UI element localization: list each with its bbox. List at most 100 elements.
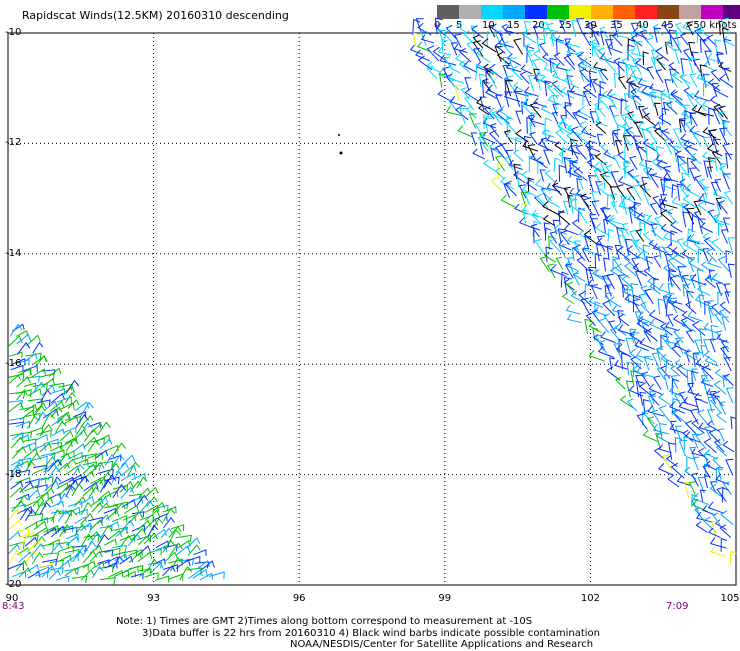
wind-barb bbox=[558, 19, 567, 34]
latitude-label: -18 bbox=[5, 468, 22, 480]
wind-barb bbox=[623, 253, 636, 269]
wind-barb bbox=[486, 84, 502, 97]
wind-barb bbox=[454, 85, 462, 101]
wind-barb bbox=[16, 506, 33, 515]
wind-barb bbox=[598, 340, 608, 354]
wind-barb bbox=[714, 213, 730, 226]
wind-barb bbox=[703, 350, 717, 364]
wind-barb bbox=[112, 544, 128, 552]
wind-barb bbox=[686, 157, 695, 174]
wind-barb bbox=[722, 143, 732, 160]
wind-barb bbox=[552, 103, 559, 116]
wind-barb bbox=[148, 548, 162, 556]
time-left: 8:43 bbox=[2, 601, 25, 612]
wind-barb bbox=[636, 349, 654, 361]
wind-barb bbox=[586, 146, 595, 160]
wind-barb bbox=[688, 233, 705, 245]
latitude-label: -14 bbox=[5, 247, 22, 259]
colorbar-label: 30 bbox=[584, 20, 597, 31]
wind-barb bbox=[503, 90, 521, 102]
wind-barb bbox=[620, 229, 629, 246]
wind-barb bbox=[475, 97, 492, 110]
wind-barb bbox=[513, 81, 526, 93]
wind-barb bbox=[97, 502, 110, 513]
wind-barb bbox=[646, 167, 663, 179]
wind-barb bbox=[9, 391, 26, 400]
wind-barb bbox=[641, 86, 657, 99]
wind-barb bbox=[642, 138, 657, 152]
wind-barb bbox=[555, 256, 564, 270]
wind-barb bbox=[700, 261, 713, 273]
wind-barb bbox=[41, 565, 56, 578]
wind-barb bbox=[640, 285, 651, 300]
wind-barb bbox=[119, 534, 133, 548]
wind-barb bbox=[671, 408, 682, 422]
wind-barb bbox=[193, 549, 207, 556]
wind-barb bbox=[578, 290, 593, 307]
wind-barb bbox=[698, 422, 713, 433]
wind-barb bbox=[685, 420, 697, 435]
colorbar-swatch bbox=[569, 5, 591, 19]
wind-barb bbox=[208, 571, 225, 580]
wind-barb bbox=[34, 433, 48, 441]
wind-barb bbox=[707, 209, 718, 223]
wind-barb bbox=[50, 509, 62, 522]
wind-barb bbox=[686, 93, 697, 110]
wind-barb bbox=[650, 56, 659, 74]
wind-barb bbox=[722, 173, 731, 190]
wind-barb bbox=[106, 521, 119, 529]
wind-barb bbox=[685, 329, 695, 344]
wind-barb bbox=[104, 444, 119, 452]
wind-barb bbox=[36, 399, 51, 407]
wind-barb bbox=[723, 346, 730, 360]
wind-barb bbox=[673, 408, 687, 424]
wind-barb bbox=[599, 80, 607, 97]
wind-barb bbox=[607, 93, 618, 109]
wind-barb bbox=[697, 476, 706, 494]
wind-barb bbox=[494, 30, 503, 47]
wind-barb bbox=[536, 38, 544, 54]
wind-barb bbox=[675, 32, 683, 47]
wind-barb bbox=[666, 101, 678, 115]
wind-barb bbox=[482, 80, 490, 98]
wind-barb bbox=[489, 123, 500, 138]
wind-barb bbox=[697, 218, 706, 235]
wind-barb bbox=[691, 104, 707, 117]
colorbar-label: 40 bbox=[636, 20, 649, 31]
wind-barb bbox=[639, 222, 646, 236]
wind-barb bbox=[15, 420, 31, 429]
wind-barb bbox=[715, 411, 727, 424]
wind-barb bbox=[620, 98, 629, 115]
wind-barb bbox=[510, 65, 523, 81]
wind-barb bbox=[701, 151, 716, 163]
wind-barb bbox=[685, 350, 692, 363]
wind-barb bbox=[27, 571, 41, 579]
wind-barb bbox=[99, 471, 113, 485]
wind-barb bbox=[635, 229, 645, 242]
wind-barb bbox=[72, 463, 85, 476]
wind-barb bbox=[632, 298, 642, 315]
wind-barb bbox=[40, 476, 54, 483]
wind-barb bbox=[683, 104, 691, 119]
wind-barb bbox=[626, 48, 638, 63]
wind-barb bbox=[670, 375, 679, 390]
wind-barb bbox=[163, 564, 179, 572]
wind-barb bbox=[503, 130, 513, 144]
wind-barb bbox=[567, 199, 583, 215]
wind-barb bbox=[652, 375, 662, 390]
wind-barb bbox=[727, 237, 735, 253]
wind-barb bbox=[671, 397, 681, 416]
wind-barb bbox=[27, 512, 44, 521]
wind-barb bbox=[699, 38, 707, 53]
wind-barb bbox=[722, 36, 735, 47]
wind-barb bbox=[99, 577, 116, 585]
wind-barb bbox=[694, 339, 702, 354]
wind-barb bbox=[488, 129, 502, 146]
wind-barb bbox=[426, 45, 440, 62]
wind-barb bbox=[694, 352, 702, 368]
wind-barb bbox=[34, 411, 48, 425]
wind-barb bbox=[702, 380, 711, 396]
wind-barb bbox=[701, 364, 714, 380]
wind-barb bbox=[710, 69, 721, 82]
wind-barb bbox=[570, 290, 586, 305]
